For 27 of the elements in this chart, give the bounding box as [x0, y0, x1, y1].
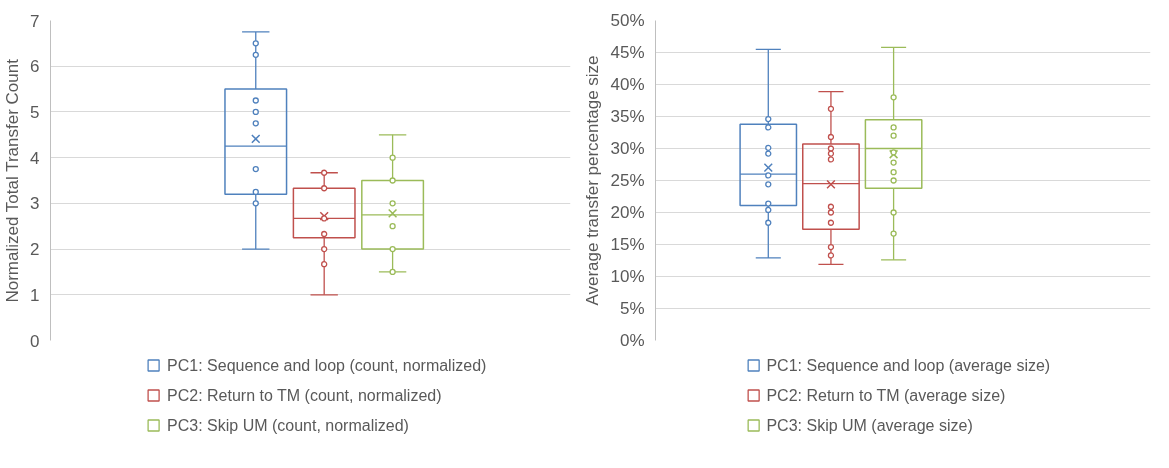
legend-label: PC2: Return to TM (count, normalized) — [167, 387, 442, 404]
y-tick-label: 0% — [619, 331, 645, 350]
y-tick-label: 3 — [30, 194, 40, 214]
legend-label: PC2: Return to TM (average size) — [766, 387, 1006, 404]
y-tick-label: 5 — [30, 102, 40, 122]
legend-label: PC1: Sequence and loop (count, normalized) — [167, 357, 487, 374]
legend-label: PC3: Skip UM (count, normalized) — [167, 417, 409, 434]
y-tick-label: 20% — [610, 203, 645, 222]
legend-label: PC3: Skip UM (average size) — [766, 417, 973, 434]
y-axis-title: Normalized Total Transfer Count — [3, 58, 23, 303]
y-tick-label: 50% — [610, 11, 645, 30]
y-tick-label: 40% — [610, 75, 645, 94]
y-tick-label: 15% — [610, 235, 645, 254]
y-tick-label: 6 — [30, 57, 40, 77]
y-tick-label: 4 — [30, 148, 40, 168]
y-tick-label: 7 — [30, 11, 40, 31]
y-tick-label: 30% — [610, 139, 645, 158]
y-tick-label: 35% — [610, 107, 645, 126]
y-tick-label: 10% — [610, 267, 645, 286]
y-tick-label: 45% — [610, 43, 645, 62]
y-tick-label: 25% — [610, 171, 645, 190]
y-tick-label: 5% — [619, 299, 645, 318]
legend-label: PC1: Sequence and loop (average size) — [766, 357, 1051, 374]
y-tick-label: 2 — [30, 240, 40, 260]
y-tick-label: 1 — [30, 285, 40, 305]
y-axis-title: Average transfer percentage size — [583, 55, 603, 306]
y-tick-label: 0 — [30, 331, 40, 351]
